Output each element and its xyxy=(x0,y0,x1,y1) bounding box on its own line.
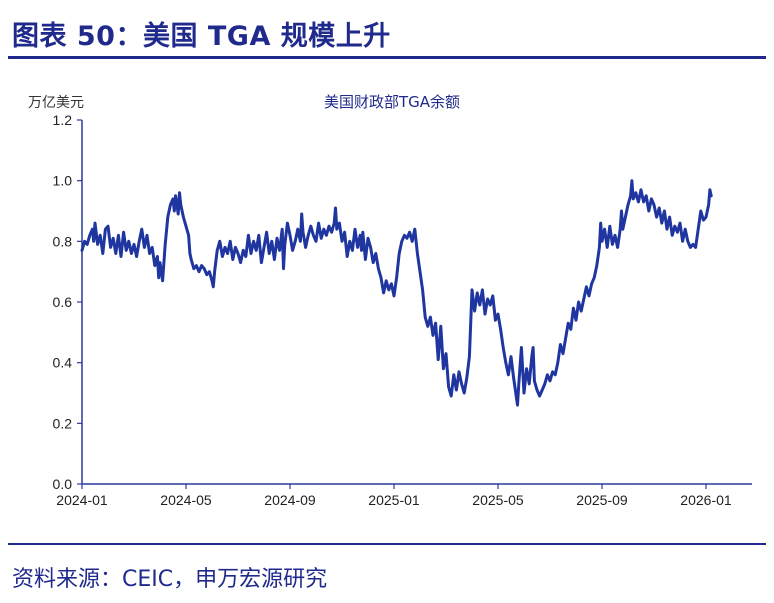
y-tick-label: 0.2 xyxy=(53,415,73,431)
x-tick-label: 2025-05 xyxy=(472,492,524,508)
y-tick-label: 1.0 xyxy=(53,173,73,189)
y-tick-label: 0.0 xyxy=(53,476,73,492)
series-line-tga-balance xyxy=(80,179,713,407)
y-tick-label: 0.6 xyxy=(53,294,73,310)
x-tick-label: 2025-09 xyxy=(576,492,628,508)
figure-title: 图表 50：美国 TGA 规模上升 xyxy=(12,21,391,52)
y-tick-label: 0.4 xyxy=(53,355,73,371)
source-divider xyxy=(8,543,766,545)
x-tick-label: 2026-01 xyxy=(680,492,732,508)
y-axis-unit-label: 万亿美元 xyxy=(28,95,84,111)
y-tick-label: 0.8 xyxy=(53,233,73,249)
y-tick-label: 1.2 xyxy=(53,112,73,128)
tga-line-chart: 万亿美元 美国财政部TGA余额 0.0 0.2 0.4 0.6 0.8 1.0 1.2 202… xyxy=(28,93,752,508)
x-tick-label: 2025-01 xyxy=(368,492,420,508)
x-tick-label: 2024-01 xyxy=(56,492,108,508)
source-note: 资料来源：CEIC，申万宏源研究 xyxy=(12,567,328,592)
series-points xyxy=(82,181,711,406)
x-tick-label: 2024-09 xyxy=(264,492,316,508)
title-divider xyxy=(8,56,766,59)
x-tick-label: 2024-05 xyxy=(160,492,212,508)
chart-title: 美国财政部TGA余额 xyxy=(324,93,460,111)
